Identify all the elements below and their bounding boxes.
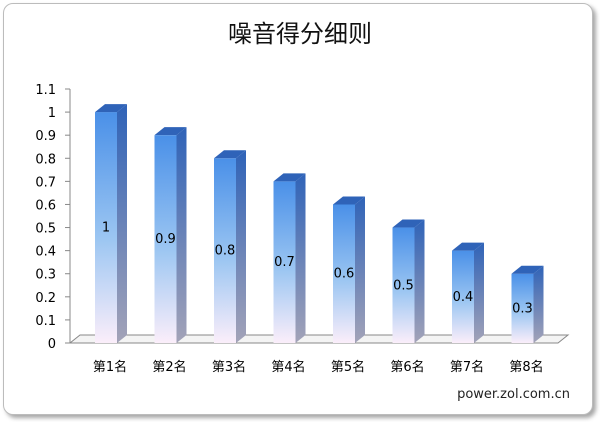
x-axis-labels: 第1名 第2名 第3名 第4名 第5名 第6名 第7名 第8名 <box>93 359 544 375</box>
bar-side <box>414 219 425 343</box>
bar: 0.8 <box>214 150 246 343</box>
y-tick-label: 1.1 <box>35 83 56 98</box>
data-label: 0.8 <box>215 244 236 259</box>
bar-front <box>511 273 534 343</box>
bar-side <box>295 173 306 343</box>
bar-side <box>533 265 544 343</box>
bar-side <box>117 104 127 343</box>
bar-front <box>95 112 117 343</box>
bar-side <box>474 242 484 343</box>
chart-floor <box>68 334 570 344</box>
bar-front <box>154 135 177 343</box>
bar: 0.3 <box>511 265 544 343</box>
data-label: 1 <box>102 221 110 236</box>
x-category-label: 第7名 <box>450 359 484 375</box>
bar-side <box>176 127 187 343</box>
y-tick-label: 0 <box>48 337 56 352</box>
data-label: 0.9 <box>155 232 176 247</box>
y-tick-label: 0.7 <box>35 175 56 190</box>
bar: 0.6 <box>333 196 365 343</box>
bar-front <box>452 250 474 343</box>
data-label: 0.4 <box>453 290 474 305</box>
x-category-label: 第4名 <box>271 359 305 375</box>
data-label: 0.3 <box>512 301 533 316</box>
bar: 0.9 <box>154 127 187 343</box>
bar-front <box>273 181 296 343</box>
y-tick-label: 0.8 <box>35 152 56 167</box>
x-category-label: 第5名 <box>331 359 365 375</box>
y-tick-label: 0.5 <box>35 222 56 237</box>
bar-side <box>236 150 246 343</box>
bars: 1 0.9 0.8 0.7 0.6 0.5 0.4 0.3 <box>95 104 544 343</box>
bar: 0.5 <box>392 219 425 343</box>
y-axis-ticks: 0 0.1 0.2 0.3 0.4 0.5 0.6 0.7 0.8 0.9 1 1.1 <box>35 83 70 352</box>
bar-top <box>392 219 425 228</box>
bar: 0.4 <box>452 242 484 343</box>
bar-top <box>333 196 365 205</box>
source-text: power.zol.com.cn <box>457 387 570 402</box>
y-tick-label: 0.3 <box>35 268 56 283</box>
chart-title: 噪音得分细则 <box>228 20 372 48</box>
x-category-label: 第8名 <box>509 359 543 375</box>
data-label: 0.5 <box>393 278 414 293</box>
y-tick-label: 0.2 <box>35 291 56 306</box>
x-category-label: 第1名 <box>93 359 127 375</box>
y-tick-label: 0.9 <box>35 129 56 144</box>
bar-side <box>355 196 365 343</box>
bar-top <box>511 265 544 274</box>
bar: 0.7 <box>273 173 306 343</box>
bar: 1 <box>95 104 127 343</box>
y-tick-label: 0.4 <box>35 245 56 260</box>
bar-top <box>154 127 187 136</box>
y-tick-label: 0.1 <box>35 314 56 329</box>
bar-front <box>214 158 236 343</box>
bar-top <box>273 173 306 182</box>
x-category-label: 第2名 <box>152 359 186 375</box>
y-tick-label: 1 <box>48 106 56 121</box>
bar-front <box>392 227 415 343</box>
axes <box>68 89 570 344</box>
x-category-label: 第6名 <box>390 359 424 375</box>
x-category-label: 第3名 <box>212 359 246 375</box>
bar-front <box>333 204 355 343</box>
bar-top <box>214 150 246 159</box>
data-label: 0.6 <box>334 267 355 282</box>
y-tick-label: 0.6 <box>35 198 56 213</box>
bar-top <box>452 242 484 251</box>
data-label: 0.7 <box>274 255 295 270</box>
bar-top <box>95 104 127 113</box>
